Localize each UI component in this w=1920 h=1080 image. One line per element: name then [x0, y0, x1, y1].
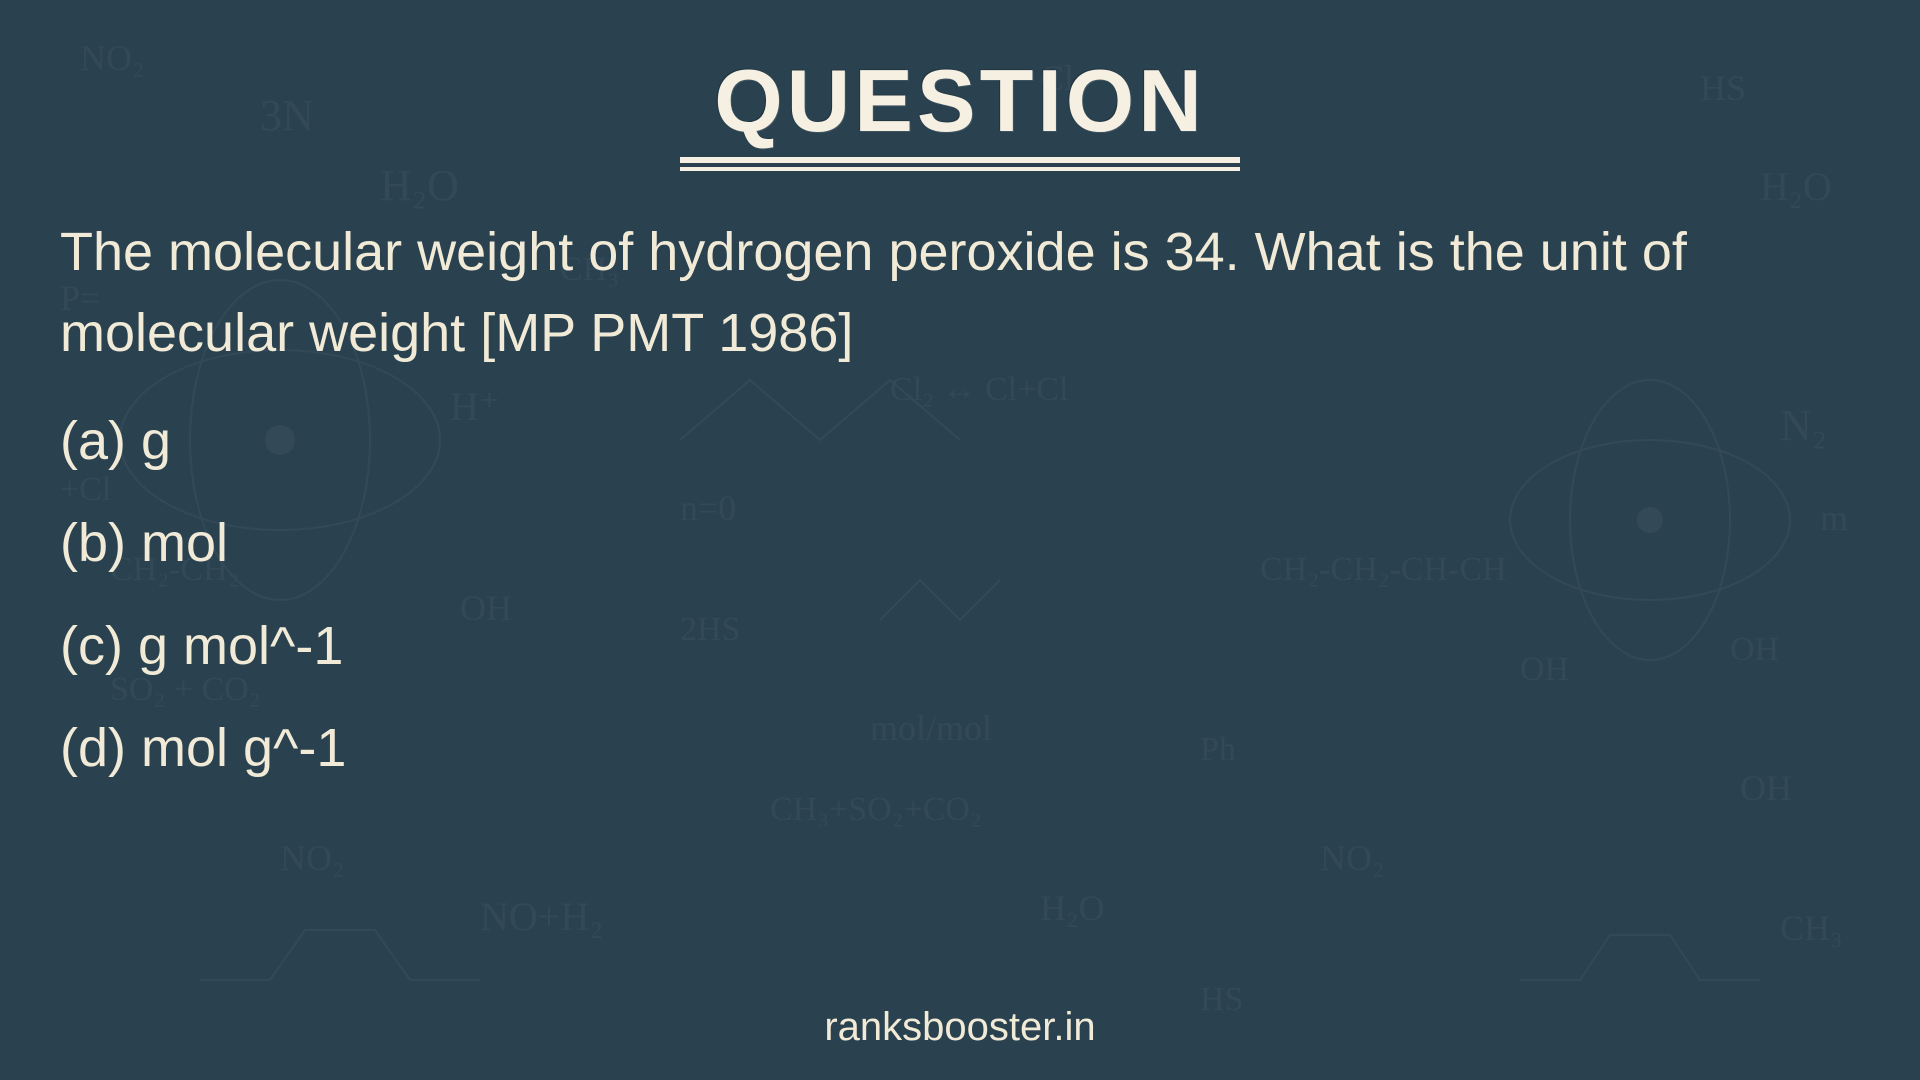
question-slide: NO₂ 3N Cl HS H₂O H₂O P= CH₃ H⁺ +Cl CH₂-C…: [0, 0, 1920, 1080]
slide-content: QUESTION The molecular weight of hydroge…: [60, 50, 1860, 1050]
option-b: (b) mol: [60, 504, 1860, 582]
option-a: (a) g: [60, 402, 1860, 480]
question-text: The molecular weight of hydrogen peroxid…: [60, 212, 1860, 374]
footer-attribution: ranksbooster.in: [60, 1005, 1860, 1050]
option-d: (d) mol g^-1: [60, 709, 1860, 787]
title-text: QUESTION: [714, 51, 1206, 150]
option-c: (c) g mol^-1: [60, 607, 1860, 685]
options-list: (a) g (b) mol (c) g mol^-1 (d) mol g^-1: [60, 402, 1860, 787]
title-underline: [680, 156, 1240, 172]
slide-title: QUESTION: [680, 50, 1240, 172]
